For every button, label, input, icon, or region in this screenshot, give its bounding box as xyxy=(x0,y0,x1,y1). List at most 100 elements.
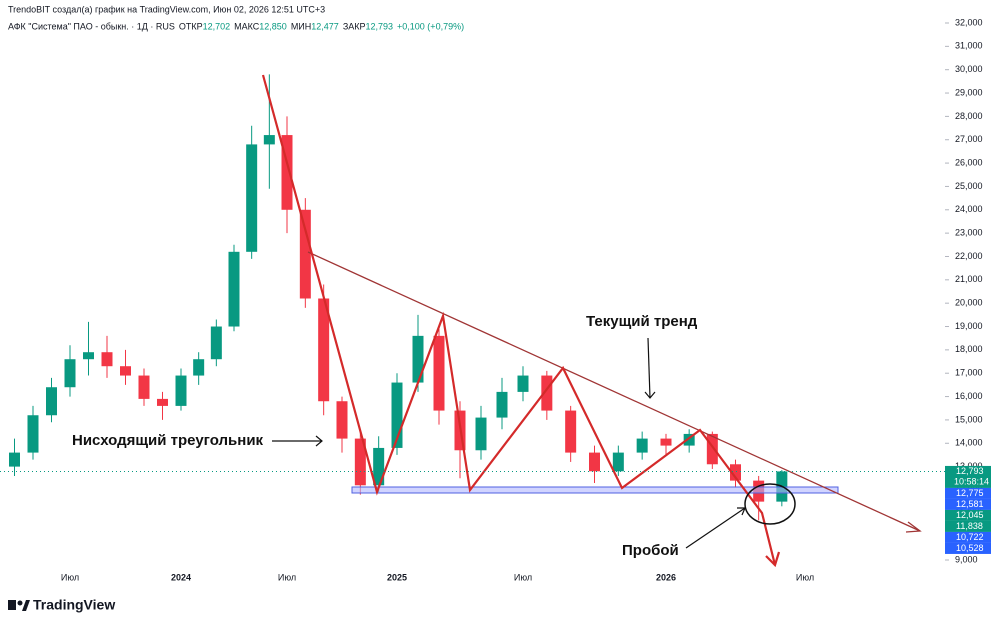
candle-body xyxy=(706,433,718,465)
price-label-bg xyxy=(945,465,991,488)
y-tick-label: 24,000 xyxy=(955,204,983,214)
x-tick-label: 2025 xyxy=(387,572,407,582)
y-tick-label: 16,000 xyxy=(955,391,983,401)
logo-text: TradingView xyxy=(33,597,115,613)
y-tick-label: 9,000 xyxy=(955,554,978,564)
y-tick-label: 17,000 xyxy=(955,368,983,378)
logo-mark xyxy=(8,600,16,610)
candle-body xyxy=(299,209,311,299)
y-tick-label: 18,000 xyxy=(955,344,983,354)
arrow xyxy=(685,507,746,549)
price-label-bg xyxy=(945,498,991,510)
trend-arrow xyxy=(905,521,922,533)
candle-body xyxy=(612,452,624,472)
legend-text: МИН xyxy=(291,21,311,31)
attribution: TrendoBIT создал(а) график на TradingVie… xyxy=(8,4,325,14)
candle-body xyxy=(412,335,424,383)
price-label-bg xyxy=(945,520,991,532)
y-tick-label: 26,000 xyxy=(955,157,983,167)
candle-body xyxy=(246,144,258,252)
legend-text: 12,702 xyxy=(203,21,231,31)
y-tick-label: 25,000 xyxy=(955,181,983,191)
zigzag-arrow xyxy=(765,551,781,568)
annotation: Пробой xyxy=(622,542,679,559)
candles xyxy=(9,74,788,521)
candle-body xyxy=(27,415,39,453)
y-tick-label: 27,000 xyxy=(955,134,983,144)
price-label: 12,581 xyxy=(956,499,984,509)
candle-body xyxy=(120,366,131,376)
candle-body xyxy=(9,452,20,467)
candle-body xyxy=(318,298,330,402)
price-label: 11,838 xyxy=(956,521,983,531)
candle-body xyxy=(373,447,385,486)
price-label-bg xyxy=(945,542,991,554)
y-tick-label: 23,000 xyxy=(955,228,983,238)
candle-body xyxy=(541,375,553,411)
logo-mark xyxy=(17,600,23,606)
legend: АФК "Система" ПАО - обыкн. · 1Д · RUS ОТК… xyxy=(8,21,464,31)
arrow-head xyxy=(644,391,656,399)
y-tick-label: 22,000 xyxy=(955,251,983,261)
legend-text: 12,793 xyxy=(366,21,394,31)
price-label-bg xyxy=(945,531,991,543)
trend-line xyxy=(307,251,921,532)
arrow xyxy=(647,337,651,399)
candle-body xyxy=(263,135,275,145)
arrow-head xyxy=(315,435,323,447)
candle-body xyxy=(517,375,529,392)
price-label-bg xyxy=(945,509,991,521)
candle-body xyxy=(354,438,366,486)
y-tick-label: 30,000 xyxy=(955,64,983,74)
y-tick-label: 15,000 xyxy=(955,414,983,424)
candle-body xyxy=(433,335,445,411)
annotation: Текущий тренд xyxy=(586,313,698,330)
y-tick-label: 19,000 xyxy=(955,321,983,331)
price-label: 10,528 xyxy=(956,543,984,553)
x-tick-label: Июл xyxy=(61,572,79,582)
candle-body xyxy=(210,326,222,360)
price-label-bg xyxy=(945,487,991,499)
price-label: 10,722 xyxy=(956,532,984,542)
y-tick-label: 14,000 xyxy=(955,438,983,448)
candle-body xyxy=(589,452,600,472)
x-tick-label: Июл xyxy=(278,572,296,582)
candle-body xyxy=(730,464,741,481)
candle-body xyxy=(336,401,348,439)
y-tick-label: 21,000 xyxy=(955,274,983,284)
candle-body xyxy=(83,352,94,360)
candle-body xyxy=(157,398,168,406)
y-tick-label: 32,000 xyxy=(955,17,983,27)
support-zone xyxy=(351,486,839,494)
candle-body xyxy=(660,438,672,446)
candle-body xyxy=(391,382,403,448)
drawings xyxy=(261,74,922,568)
y-tick-label: 29,000 xyxy=(955,87,983,97)
price-label: 12,045 xyxy=(956,510,984,520)
candle-body xyxy=(475,417,487,451)
zigzag xyxy=(261,74,777,566)
x-tick-label: Июл xyxy=(514,572,532,582)
logo: TradingView xyxy=(8,597,115,613)
candle-body xyxy=(636,438,648,453)
arrow-head xyxy=(737,507,746,516)
candle-body xyxy=(228,251,240,327)
candle-body xyxy=(281,135,293,210)
legend-text: 12,850 xyxy=(259,21,287,31)
legend-text: АФК "Система" ПАО - обыкн. · 1Д · RUS xyxy=(8,21,175,31)
candle-body xyxy=(193,359,205,376)
candle-body xyxy=(138,375,150,399)
price-label: 12,793 xyxy=(956,466,984,476)
y-tick-label: 20,000 xyxy=(955,298,983,308)
breakout-circle xyxy=(744,483,796,525)
x-tick-label: Июл xyxy=(796,572,814,582)
legend-text: 12,477 xyxy=(311,21,339,31)
legend-text: ЗАКР xyxy=(343,21,366,31)
legend-text: МАКС xyxy=(234,21,260,31)
legend-text: +0,100 (+0,79%) xyxy=(397,21,464,31)
candle-body xyxy=(496,391,508,418)
x-tick-label: 2024 xyxy=(171,572,191,582)
candle-body xyxy=(175,375,187,406)
